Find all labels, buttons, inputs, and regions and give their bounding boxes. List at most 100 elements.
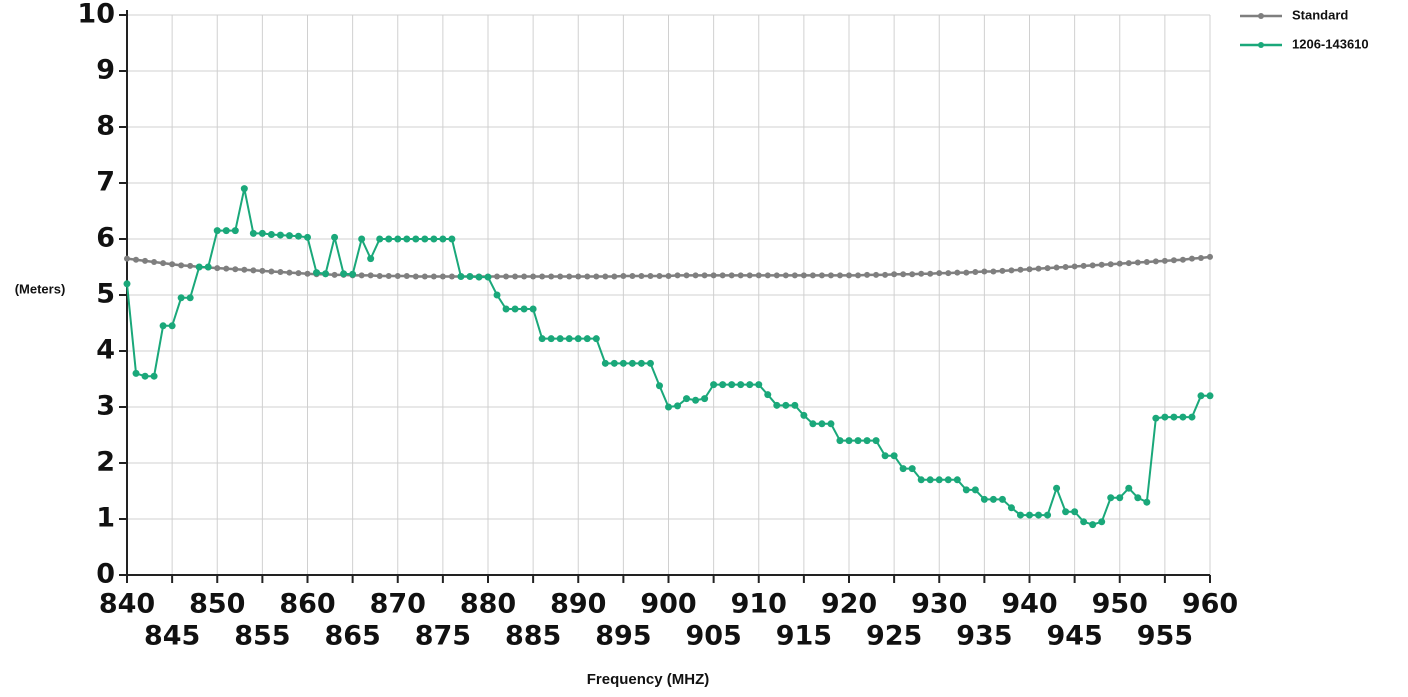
data-point [1134, 494, 1142, 502]
x-tick-label: 905 [685, 621, 741, 652]
data-point [818, 420, 826, 428]
data-point [782, 272, 789, 279]
data-point [674, 272, 681, 279]
y-tick-label: 5 [96, 279, 115, 310]
data-point [322, 270, 330, 278]
data-point [285, 232, 293, 240]
data-point [376, 272, 383, 279]
data-point [222, 227, 230, 235]
data-point [1206, 392, 1214, 400]
data-point [1035, 511, 1043, 519]
y-tick-label: 0 [96, 559, 115, 590]
data-point [133, 256, 140, 263]
data-point [177, 294, 185, 302]
data-point [719, 272, 726, 279]
data-point [881, 452, 889, 460]
x-tick-label: 940 [1001, 589, 1057, 620]
x-tick-label: 915 [776, 621, 832, 652]
data-point [1107, 494, 1115, 502]
data-point [737, 272, 744, 279]
data-point [584, 273, 591, 280]
data-point [1125, 260, 1132, 267]
data-point [475, 273, 483, 281]
data-point [1170, 257, 1177, 264]
data-point [1207, 253, 1213, 260]
data-point [385, 235, 393, 243]
data-point [556, 335, 564, 343]
data-point [250, 267, 257, 274]
x-tick-label: 925 [866, 621, 922, 652]
data-point [1035, 265, 1042, 272]
legend-label: 1206-143610 [1292, 36, 1369, 51]
data-point [1116, 260, 1123, 267]
data-point [619, 359, 627, 367]
data-point [927, 270, 934, 277]
data-point [601, 359, 609, 367]
x-tick-label: 885 [505, 621, 561, 652]
data-point [855, 272, 862, 279]
x-tick-label: 900 [640, 589, 696, 620]
data-point [186, 294, 194, 302]
x-tick-label: 860 [279, 589, 335, 620]
data-point [944, 476, 952, 484]
data-point [655, 382, 663, 390]
data-point [385, 272, 392, 279]
data-point [755, 272, 762, 279]
data-point [836, 437, 844, 445]
data-point [665, 272, 672, 279]
data-point [728, 272, 735, 279]
data-point [294, 232, 302, 240]
x-tick-label: 865 [324, 621, 380, 652]
data-point [258, 229, 266, 237]
y-tick-label: 9 [96, 55, 115, 86]
data-point [566, 273, 573, 280]
data-point [439, 273, 446, 280]
data-point [990, 268, 997, 275]
data-point [340, 270, 348, 278]
y-tick-label: 4 [96, 335, 115, 366]
data-point [439, 235, 447, 243]
data-point [394, 272, 401, 279]
data-point [259, 267, 266, 274]
x-tick-label: 935 [956, 621, 1012, 652]
data-point [864, 271, 871, 278]
data-point [710, 381, 718, 389]
data-point [1080, 262, 1087, 269]
data-point [728, 381, 736, 389]
x-tick-label: 850 [189, 589, 245, 620]
data-point [602, 273, 609, 280]
data-point [367, 272, 374, 279]
data-point [809, 272, 816, 279]
data-point [142, 257, 149, 264]
data-point [963, 269, 970, 276]
data-point [1143, 498, 1151, 506]
data-point [1161, 257, 1168, 264]
data-point [1062, 264, 1069, 270]
data-point [981, 268, 988, 275]
data-point [773, 401, 781, 409]
data-point [872, 437, 880, 445]
y-tick-label: 8 [96, 111, 115, 142]
data-point [277, 269, 284, 276]
data-point [538, 335, 546, 343]
y-tick-label: 1 [96, 503, 115, 534]
legend-label: Standard [1292, 7, 1348, 22]
data-point [494, 273, 501, 280]
data-point [168, 322, 176, 330]
data-point [665, 403, 672, 411]
data-point [764, 391, 772, 399]
data-point [593, 273, 600, 280]
data-point [936, 270, 943, 277]
data-point [403, 235, 411, 243]
data-point [998, 495, 1006, 503]
data-point [457, 273, 465, 281]
data-point [1188, 413, 1196, 421]
data-point [719, 381, 727, 389]
data-point [692, 396, 700, 404]
data-point [223, 265, 230, 272]
data-point [1098, 261, 1105, 268]
data-point [935, 476, 943, 484]
data-point [683, 395, 691, 403]
data-point [394, 235, 402, 243]
data-point [141, 372, 149, 380]
